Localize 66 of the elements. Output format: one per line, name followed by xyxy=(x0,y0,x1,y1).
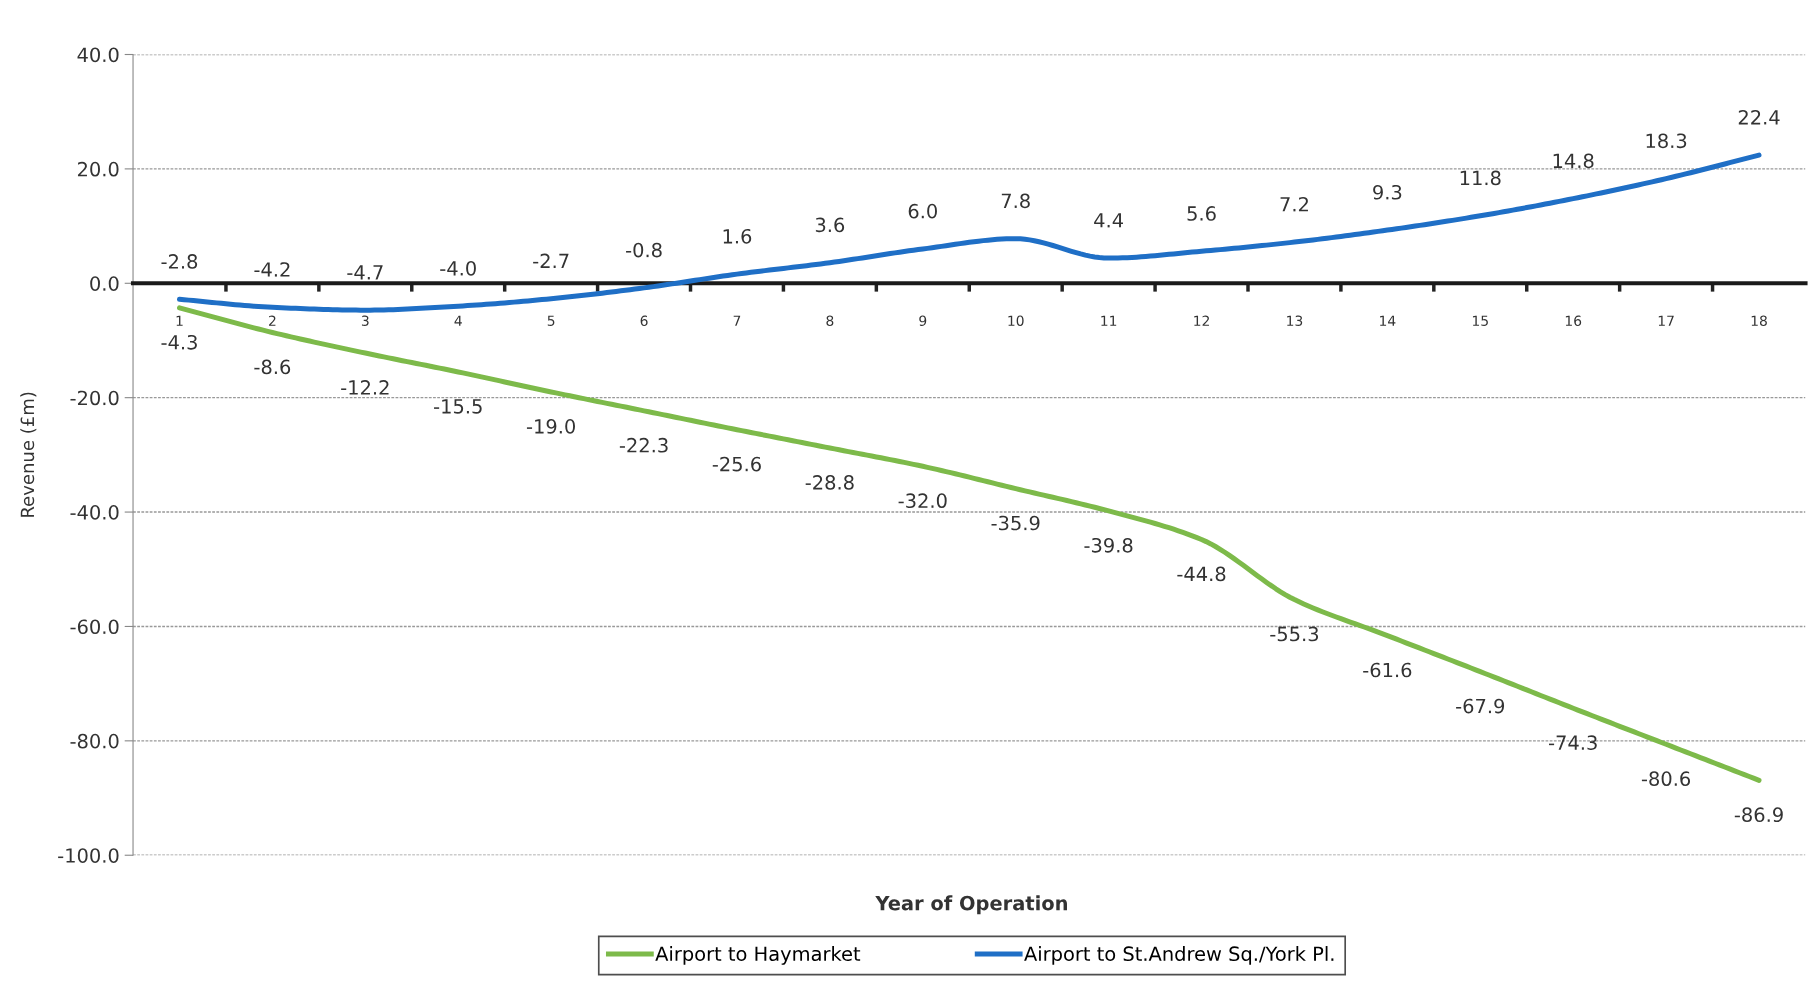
data-label: -12.2 xyxy=(341,380,389,395)
data-label: 3.6 xyxy=(815,217,845,233)
x-tick-label: 18 xyxy=(1751,315,1767,326)
data-label: -2.7 xyxy=(533,253,569,268)
x-tick-label: 16 xyxy=(1565,315,1582,326)
data-label: -39.8 xyxy=(1084,537,1133,553)
x-tick-label: 7 xyxy=(733,315,741,326)
data-label: -4.2 xyxy=(254,262,290,277)
y-tick-label: -20.0 xyxy=(70,390,119,406)
data-label: -61.6 xyxy=(1363,662,1412,678)
data-label: 18.3 xyxy=(1646,133,1687,149)
x-tick-label: 12 xyxy=(1194,315,1209,326)
data-label: 9.3 xyxy=(1373,184,1402,200)
data-label: 7.2 xyxy=(1280,196,1308,212)
y-tick-label: 20.0 xyxy=(77,161,119,177)
data-label: 4.4 xyxy=(1094,213,1123,228)
y-tick-label: -80.0 xyxy=(70,733,119,749)
data-label: -4.7 xyxy=(347,265,383,280)
x-tick-label: 1 xyxy=(176,315,183,326)
x-tick-label: 4 xyxy=(454,315,462,326)
x-tick-label: 13 xyxy=(1287,315,1303,326)
x-tick-label: 6 xyxy=(640,315,648,326)
y-tick-label: -100.0 xyxy=(58,848,119,863)
data-label: -2.8 xyxy=(161,254,198,269)
data-label: -55.3 xyxy=(1270,626,1319,642)
data-label: -67.9 xyxy=(1456,698,1505,714)
x-tick-label: 9 xyxy=(919,315,927,326)
y-tick-label: -40.0 xyxy=(70,505,119,520)
data-label: -15.5 xyxy=(434,399,482,414)
data-label: 11.8 xyxy=(1460,170,1501,186)
data-label: -19.0 xyxy=(526,419,576,434)
data-label: 5.6 xyxy=(1187,206,1216,221)
x-tick-label: 17 xyxy=(1658,315,1674,326)
legend-label: Airport to Haymarket xyxy=(655,946,861,965)
y-tick-label: -60.0 xyxy=(70,619,119,635)
data-label: -4.0 xyxy=(440,260,476,276)
x-tick-label: 11 xyxy=(1101,315,1117,326)
y-tick-label: 0.0 xyxy=(90,276,119,291)
data-label: -74.3 xyxy=(1548,735,1597,750)
data-label: 22.4 xyxy=(1738,109,1780,125)
data-label: -0.8 xyxy=(626,242,662,258)
x-tick-label: 5 xyxy=(547,315,555,326)
data-label: 7.8 xyxy=(1001,193,1030,209)
x-tick-label: 3 xyxy=(361,315,369,326)
data-label: -28.8 xyxy=(805,475,854,490)
x-tick-label: 2 xyxy=(269,315,276,326)
x-axis-title: Year of Operation xyxy=(875,895,1067,915)
x-tick-label: 10 xyxy=(1008,315,1024,326)
data-label: 14.8 xyxy=(1553,153,1594,169)
data-label: -4.3 xyxy=(161,334,197,350)
data-label: -86.9 xyxy=(1734,807,1783,823)
data-label: 6.0 xyxy=(908,203,937,219)
x-tick-label: 14 xyxy=(1380,315,1396,326)
data-label: -35.9 xyxy=(991,515,1040,531)
y-tick-label: 40.0 xyxy=(77,47,119,63)
data-label: -32.0 xyxy=(898,493,947,509)
x-tick-label: 15 xyxy=(1472,315,1488,326)
data-label: -22.3 xyxy=(619,437,668,453)
data-label: -25.6 xyxy=(712,456,761,472)
data-label: -44.8 xyxy=(1177,566,1226,582)
data-label: -80.6 xyxy=(1641,771,1691,787)
x-tick-label: 8 xyxy=(826,315,834,326)
legend-label: Airport to St.Andrew Sq./York Pl. xyxy=(1024,946,1334,965)
data-label: -8.6 xyxy=(254,359,291,375)
data-label: 1.6 xyxy=(723,228,752,244)
y-axis-title: Revenue (£m) xyxy=(20,392,37,517)
